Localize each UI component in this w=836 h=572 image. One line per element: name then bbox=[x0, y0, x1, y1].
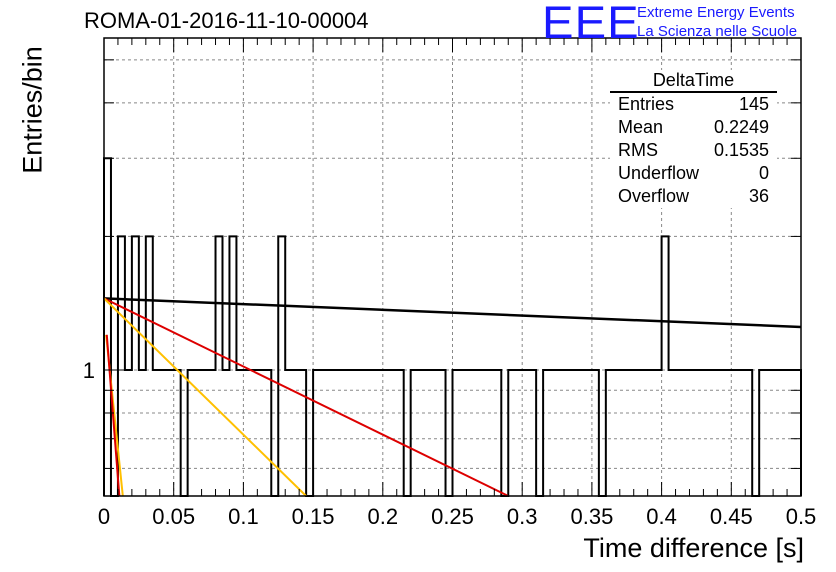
tick-labels: 0 0.05 0.1 0.15 0.2 0.25 0.3 0.35 0.4 0.45 0.5 1 bbox=[83, 358, 817, 529]
stats-value: 0.2249 bbox=[713, 117, 769, 137]
stats-value: 145 bbox=[738, 94, 769, 114]
x-tick-label: 0.35 bbox=[570, 504, 613, 529]
x-tick-label: 0.2 bbox=[368, 504, 399, 529]
stats-value: 0.1535 bbox=[713, 140, 769, 160]
stats-label: RMS bbox=[618, 140, 658, 160]
logo-caption: Extreme Energy Events La Scienza nelle S… bbox=[637, 3, 797, 41]
stats-label: Underflow bbox=[618, 163, 700, 183]
y-axis-label: Entries/bin bbox=[17, 46, 48, 174]
stats-label: Entries bbox=[618, 94, 675, 114]
stats-value: 0 bbox=[758, 163, 769, 183]
stats-box: DeltaTime Entries 145 Mean 0.2249 RMS 0.153… bbox=[610, 70, 777, 208]
x-tick-label: 0.4 bbox=[646, 504, 677, 529]
fit-line bbox=[105, 334, 121, 497]
x-tick-label: 0.25 bbox=[431, 504, 474, 529]
page-title: ROMA-01-2016-11-10-00004 bbox=[84, 8, 369, 33]
stats-row: RMS 0.1535 bbox=[610, 139, 777, 162]
fit-line bbox=[103, 297, 509, 497]
histogram-bins bbox=[103, 157, 802, 497]
stats-value: 36 bbox=[748, 186, 769, 206]
x-tick-label: 0.45 bbox=[710, 504, 753, 529]
fit-line bbox=[103, 297, 802, 329]
x-tick-label: 0.05 bbox=[152, 504, 195, 529]
eee-logo: EEE bbox=[542, 0, 640, 48]
histogram-layer bbox=[103, 157, 802, 497]
x-tick-label: 0.3 bbox=[507, 504, 538, 529]
stats-row: Underflow 0 bbox=[610, 162, 777, 185]
logo-caption-line2: La Scienza nelle Scuole bbox=[637, 23, 798, 40]
x-tick-label: 0.1 bbox=[228, 504, 259, 529]
y-tick-label: 1 bbox=[83, 358, 95, 383]
fit-lines-layer bbox=[103, 297, 802, 497]
x-tick-label: 0.5 bbox=[786, 504, 817, 529]
x-axis-label: Time difference [s] bbox=[583, 533, 804, 563]
x-tick-label: 0.15 bbox=[292, 504, 335, 529]
stats-row: Mean 0.2249 bbox=[610, 116, 777, 139]
stats-label: Overflow bbox=[618, 186, 690, 206]
axis-ticks bbox=[103, 38, 802, 496]
fit-line bbox=[103, 297, 307, 497]
logo-caption-line1: Extreme Energy Events bbox=[637, 4, 795, 21]
stats-label: Mean bbox=[618, 117, 664, 137]
x-tick-label: 0 bbox=[98, 504, 110, 529]
stats-title: DeltaTime bbox=[610, 70, 777, 93]
stats-row: Entries 145 bbox=[610, 93, 777, 116]
stats-row: Overflow 36 bbox=[610, 185, 777, 208]
